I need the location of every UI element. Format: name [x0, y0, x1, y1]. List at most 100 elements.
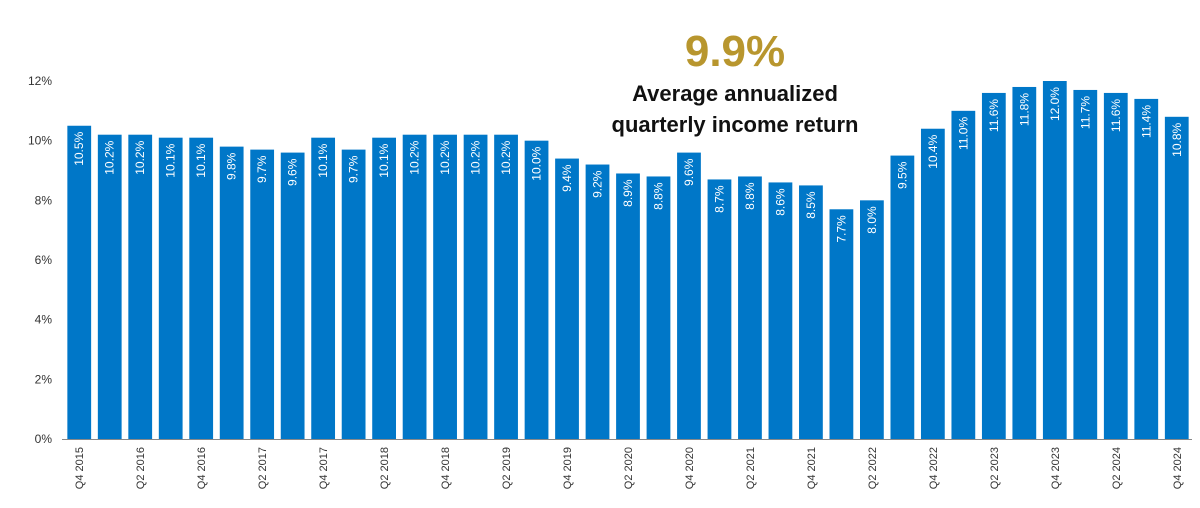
x-tick-label: Q4 2022	[928, 447, 940, 489]
bar	[1073, 89, 1098, 439]
bar-data-label: 11.7%	[1078, 96, 1092, 129]
bar	[372, 137, 396, 439]
bar-data-label: 10.2%	[499, 140, 513, 174]
x-tick-label: Q2 2018	[379, 447, 391, 489]
bar-data-label: 9.8%	[225, 152, 239, 180]
average-callout: 9.9% Average annualized quarterly income…	[600, 28, 870, 138]
bar-data-label: 8.0%	[865, 206, 879, 234]
bar-data-label: 10.1%	[194, 143, 208, 177]
y-tick-label: 0%	[35, 432, 53, 446]
bar	[829, 209, 854, 439]
bar-data-label: 9.4%	[560, 164, 574, 192]
bar	[219, 146, 244, 439]
bar	[402, 134, 427, 439]
bar	[280, 152, 305, 439]
bar-data-label: 8.7%	[712, 185, 726, 213]
average-caption-line2: quarterly income return	[611, 112, 859, 137]
average-caption-line1: Average annualized	[632, 81, 838, 106]
bar	[616, 173, 640, 439]
bar-data-label: 9.5%	[895, 161, 909, 189]
bar	[1012, 86, 1037, 439]
bar	[67, 125, 92, 439]
x-tick-label: Q2 2023	[989, 447, 1001, 489]
bar	[250, 149, 275, 439]
bar-data-label: 9.7%	[255, 155, 269, 183]
bar-data-label: 11.4%	[1139, 105, 1153, 138]
bar	[433, 134, 457, 439]
bar-data-label: 8.8%	[651, 182, 665, 210]
bar-data-label: 9.2%	[591, 170, 605, 198]
x-tick-label: Q2 2016	[135, 447, 147, 489]
bar	[158, 137, 183, 439]
bar	[646, 176, 671, 439]
x-axis: Q4 2015 Q2 2016 Q4 2016 Q2 2017 Q4 2017 Q2 20…	[74, 447, 1184, 489]
x-tick-label: Q4 2021	[806, 447, 818, 489]
bar-data-labels: 10.5% 10.2% 10.2% 10.1% 10.1% 9.8% 9.7% 9.6% 10.…	[72, 87, 1184, 243]
y-tick-label: 12%	[28, 74, 52, 88]
bar-data-label: 11.6%	[987, 99, 1001, 132]
bar	[97, 134, 122, 439]
bar-data-label: 10.2%	[438, 140, 452, 174]
bar-data-label: 10.2%	[408, 140, 422, 174]
bar	[890, 155, 915, 440]
x-tick-label: Q2 2021	[745, 447, 757, 489]
bar	[951, 110, 976, 439]
x-tick-label: Q4 2020	[684, 447, 696, 489]
bar	[799, 185, 823, 439]
bar	[311, 137, 336, 439]
x-tick-label: Q2 2024	[1111, 447, 1123, 489]
bar	[555, 158, 579, 440]
bar-data-label: 10.1%	[164, 143, 178, 177]
bar	[585, 164, 610, 440]
bar-data-label: 9.6%	[682, 158, 696, 186]
x-tick-label: Q4 2018	[440, 447, 452, 489]
bar-data-label: 11.8%	[1017, 93, 1031, 126]
bar	[920, 128, 945, 439]
bar	[1103, 92, 1128, 439]
bar	[677, 152, 701, 439]
y-tick-label: 8%	[35, 193, 53, 207]
bar-data-label: 10.8%	[1170, 122, 1184, 156]
y-axis: 0% 2% 4% 6% 8% 10% 12%	[28, 74, 1192, 446]
y-tick-label: 6%	[35, 253, 53, 267]
bar	[860, 200, 884, 439]
bar	[738, 176, 762, 439]
bar-data-label: 10.2%	[103, 140, 117, 174]
bar-data-label: 11.0%	[956, 117, 970, 150]
x-tick-label: Q4 2015	[74, 447, 86, 489]
x-tick-label: Q2 2017	[257, 447, 269, 489]
y-tick-label: 10%	[28, 134, 52, 148]
x-tick-label: Q4 2019	[562, 447, 574, 489]
bar-data-label: 8.6%	[773, 188, 787, 216]
bar	[1042, 81, 1067, 439]
bar-data-label: 10.4%	[926, 134, 940, 168]
y-tick-label: 4%	[35, 313, 53, 327]
bar	[981, 92, 1006, 439]
bar	[768, 182, 793, 439]
x-tick-label: Q2 2022	[867, 447, 879, 489]
x-tick-label: Q4 2023	[1050, 447, 1062, 489]
bar-data-label: 12.0%	[1048, 87, 1062, 121]
bar-data-label: 9.7%	[347, 155, 361, 183]
bar-data-label: 8.5%	[804, 191, 818, 219]
bar-data-label: 8.8%	[743, 182, 757, 210]
average-value: 9.9%	[684, 27, 786, 76]
bar	[128, 134, 153, 439]
x-tick-label: Q4 2024	[1172, 447, 1184, 489]
bar-data-label: 8.9%	[621, 179, 635, 207]
bar	[524, 140, 549, 439]
bar	[1134, 98, 1159, 440]
bar	[494, 134, 518, 439]
bar-data-label: 7.7%	[834, 215, 848, 243]
bar-data-label: 10.0%	[530, 146, 544, 180]
bar	[1164, 116, 1189, 440]
bar-data-label: 10.5%	[72, 131, 86, 165]
y-tick-label: 2%	[35, 372, 53, 386]
bar-data-label: 10.1%	[316, 143, 330, 177]
bar	[189, 137, 214, 439]
bar-data-label: 10.2%	[133, 140, 147, 174]
x-tick-label: Q2 2019	[501, 447, 513, 489]
x-tick-label: Q4 2017	[318, 447, 330, 489]
bar	[707, 179, 732, 439]
